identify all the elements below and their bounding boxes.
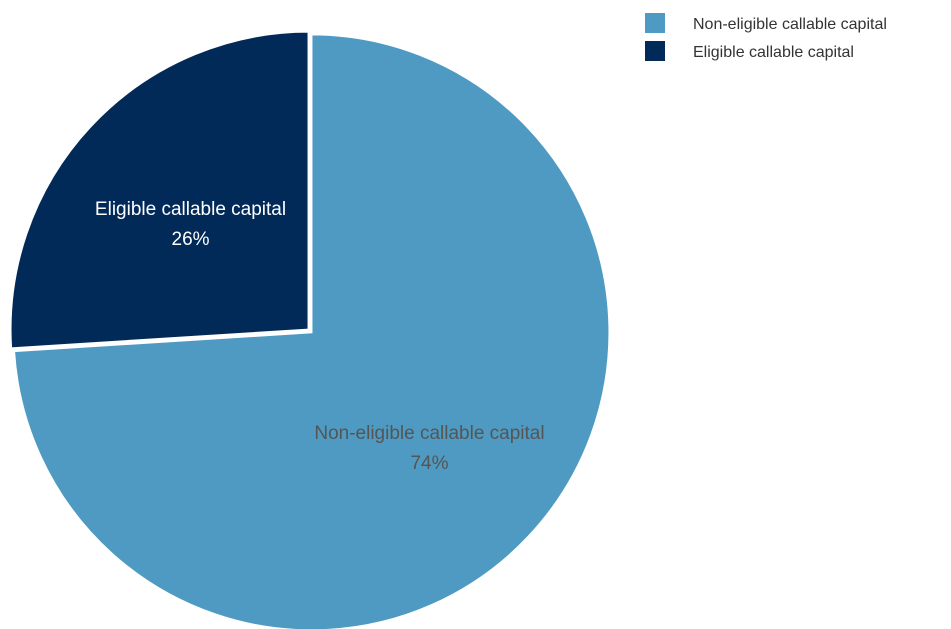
legend-swatch-eligible-callable-capital — [645, 41, 665, 61]
legend-label-eligible-callable-capital[interactable]: Eligible callable capital — [693, 44, 854, 61]
pie-slice-non-eligible-callable-capital[interactable] — [12, 33, 611, 629]
legend: Non-eligible callable capital Eligible ca… — [645, 13, 887, 61]
slice-label-eligible-callable-capital: Eligible callable capital — [95, 199, 286, 220]
slice-value-non-eligible-callable-capital: 74% — [410, 453, 448, 474]
pie-slices — [9, 30, 611, 629]
slice-value-eligible-callable-capital: 26% — [172, 229, 210, 250]
legend-swatch-non-eligible-callable-capital — [645, 13, 665, 33]
pie-slice-eligible-callable-capital[interactable] — [9, 30, 310, 350]
pie-slice-labels: Non-eligible callable capital 74% Eligible… — [95, 199, 545, 474]
slice-label-non-eligible-callable-capital: Non-eligible callable capital — [314, 423, 544, 444]
legend-label-non-eligible-callable-capital[interactable]: Non-eligible callable capital — [693, 16, 887, 33]
